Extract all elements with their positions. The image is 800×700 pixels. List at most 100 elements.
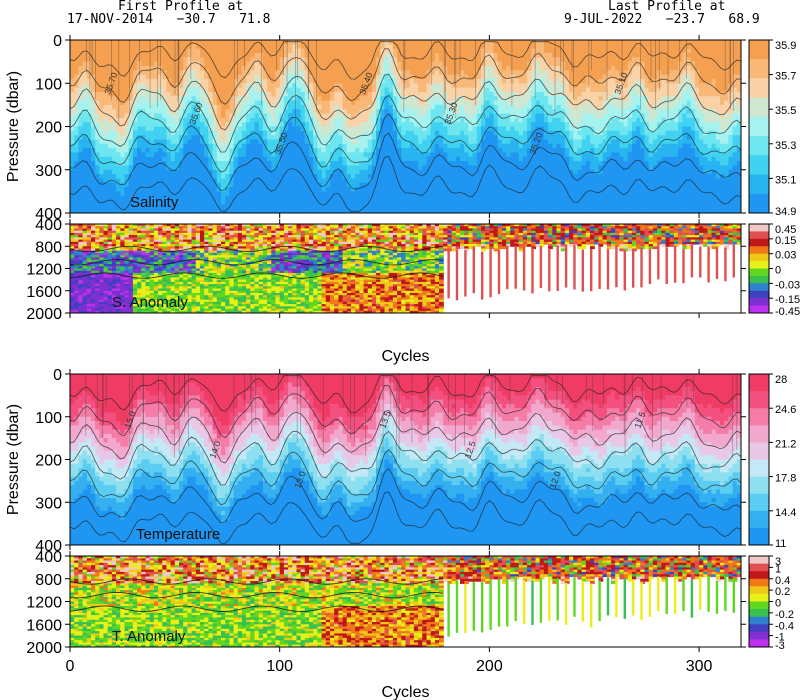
contour-line <box>70 48 741 105</box>
colorbar-tick-label: 17.8 <box>775 473 796 485</box>
colorbar-swatch <box>749 97 769 118</box>
y-tick-label: 400 <box>35 206 62 223</box>
profile-bar <box>707 246 710 283</box>
colorbar-swatch <box>749 609 769 618</box>
colorbar-tick-label: 14.4 <box>775 507 796 519</box>
colorbar-swatch <box>749 425 769 443</box>
panel-annotation: S. Anomaly <box>112 294 188 311</box>
contour-line <box>70 578 444 585</box>
profile-bar <box>690 579 694 618</box>
x-tick-label: 300 <box>686 658 713 675</box>
colorbar-tick-label: 0.2 <box>775 586 790 598</box>
y-tick-label: 200 <box>35 453 62 470</box>
y-tick-label: 200 <box>35 120 62 137</box>
colorbar-tick-label: 0 <box>775 598 781 610</box>
y-axis-label: Pressure (dbar) <box>5 404 22 515</box>
contour-line <box>70 430 741 486</box>
colorbar-swatch <box>749 571 769 580</box>
y-tick-label: 1200 <box>26 595 62 612</box>
profile-bar <box>539 245 543 288</box>
profile-bar <box>522 580 526 625</box>
colorbar-swatch <box>749 556 769 565</box>
colorbar-swatch <box>749 136 769 156</box>
x-tick-label: 200 <box>476 658 503 675</box>
colorbar-swatch <box>749 408 769 426</box>
profile-bar <box>548 248 551 292</box>
profile-bar <box>447 583 450 637</box>
contour-line <box>70 41 741 80</box>
colorbar-tick-label: 24.6 <box>775 404 796 416</box>
colorbar-tick-label: -3 <box>775 640 785 652</box>
colorbar-swatch <box>749 298 769 307</box>
colorbar-swatch <box>749 238 769 247</box>
panel-annotation: Temperature <box>136 526 220 543</box>
profile-bar <box>623 250 626 291</box>
y-tick-label: 400 <box>35 217 62 234</box>
plot-area-temperature: 15.014.013.013.512.512.011.5 <box>70 374 741 545</box>
contour-line <box>70 605 444 612</box>
colorbar-tick-label: -0.03 <box>775 279 800 291</box>
colorbar-swatch <box>749 459 769 478</box>
profile-bar <box>531 580 534 625</box>
contour-line <box>70 385 741 439</box>
colorbar-swatch <box>749 563 769 572</box>
profile-bar <box>682 578 685 612</box>
y-tick-label: 2000 <box>26 306 62 323</box>
profile-bar <box>590 249 593 292</box>
profile-bar <box>606 577 610 616</box>
contour-line <box>70 591 444 599</box>
profile-bar <box>648 577 652 617</box>
y-tick-label: 0 <box>53 33 62 50</box>
colorbar-swatch <box>749 593 769 602</box>
y-tick-label: 0 <box>53 367 62 384</box>
colorbar-swatch <box>749 116 769 137</box>
profile-bar <box>598 246 601 289</box>
profile-bar <box>715 581 719 614</box>
profile-bar <box>699 246 702 278</box>
profile-bar <box>573 577 576 617</box>
last-profile-lat: 68.9 <box>728 12 759 27</box>
colorbar-temperature: 28 24.6 21.2 17.8 14.4 11 <box>748 373 796 550</box>
y-axis-label: Pressure (dbar) <box>5 71 22 182</box>
colorbar-tick-label: 35.5 <box>775 105 796 117</box>
last-profile-label: Last Profile at <box>608 0 725 14</box>
profile-bar <box>657 576 660 612</box>
contour-line <box>70 113 741 173</box>
profile-bar <box>472 581 475 631</box>
colorbar-swatch <box>749 527 769 546</box>
profile-bar <box>640 582 643 621</box>
x-axis-label: Cycles <box>381 348 429 365</box>
first-profile-label: First Profile at <box>118 0 243 14</box>
profile-bar <box>590 583 593 628</box>
colorbar-swatch <box>749 275 769 284</box>
profile-bar <box>732 244 735 278</box>
colorbar-swatch <box>749 442 769 460</box>
profile-bar <box>715 246 719 279</box>
colorbar-swatch <box>749 493 769 512</box>
plot-area-salinity-anomaly <box>70 224 741 313</box>
colorbar-swatch <box>749 59 769 79</box>
profile-bar <box>564 583 568 625</box>
colorbar-salinity: 35.9 35.7 35.5 35.3 35.1 34.9 <box>748 39 796 218</box>
colorbar-swatch <box>749 305 769 314</box>
colorbar-tick-label: 0.15 <box>775 235 796 247</box>
last-profile-lon: −23.7 <box>666 12 705 27</box>
panel-salinity-anomaly: S. Anomaly 400 800 1200 1600 2000 0.450.15 0.03… <box>26 217 800 323</box>
profile-bar <box>455 579 459 633</box>
profile-bar <box>531 247 534 294</box>
colorbar-tick-label: -1 <box>775 632 785 644</box>
colorbar-swatch <box>749 261 769 269</box>
profile-bar <box>640 247 643 288</box>
profile-bar <box>581 249 584 292</box>
plot-area-temperature-anomaly <box>70 556 741 647</box>
colorbar-tick-label: 11 <box>775 538 786 550</box>
colorbar-swatch <box>749 193 769 214</box>
profile-bar <box>506 245 509 290</box>
profile-bar <box>472 246 475 294</box>
profile-bar <box>556 578 559 621</box>
colorbar-tick-label: 0.4 <box>775 575 790 587</box>
contour-line <box>70 73 741 131</box>
last-profile-info: 9-JUL-2022 −23.7 68.9 <box>564 12 760 27</box>
